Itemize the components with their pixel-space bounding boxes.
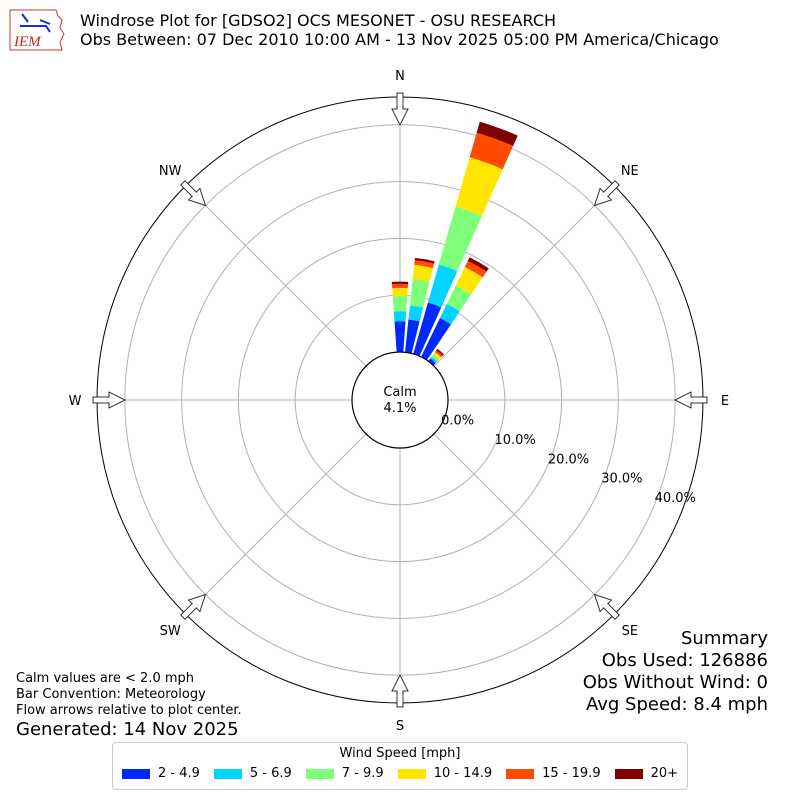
direction-label: N: [395, 69, 405, 84]
flow-arrow-icon: [92, 391, 127, 409]
wind-bar-segment: [392, 287, 408, 297]
wind-bar-segment: [428, 358, 436, 366]
wind-bar-segment: [434, 350, 443, 358]
chart-title: Windrose Plot for [GDSO2] OCS MESONET - …: [80, 11, 719, 49]
wind-bar-segment: [393, 311, 407, 322]
wind-bar-segment: [464, 260, 487, 278]
wind-bar-segment: [392, 296, 408, 312]
wind-bar-segment: [391, 283, 409, 289]
legend-label: 7 - 9.9: [341, 766, 384, 781]
grid-spoke: [433, 185, 615, 367]
wind-bar-segment: [412, 264, 433, 282]
radial-tick-label: 40.0%: [655, 491, 696, 506]
flow-arrow-icon: [391, 92, 409, 127]
direction-label: SW: [160, 624, 181, 639]
generated-date: Generated: 14 Nov 2025: [16, 719, 239, 740]
legend-label: 15 - 19.9: [542, 766, 601, 781]
legend-item: 2 - 4.9: [121, 766, 200, 781]
legend-swatch: [213, 768, 242, 779]
radial-tick-label: 30.0%: [601, 472, 642, 487]
summary-box: Summary Obs Used: 126886 Obs Without Win…: [583, 628, 768, 716]
direction-label: NW: [159, 164, 182, 179]
direction-label: W: [69, 394, 82, 409]
bar-convention-note: Bar Convention: Meteorology: [16, 687, 206, 702]
wind-bar-segment: [436, 348, 444, 356]
wind-bar-segment: [414, 257, 435, 264]
summary-title: Summary: [681, 628, 768, 649]
legend-label: 20+: [650, 766, 679, 781]
wind-bar-segment: [438, 206, 482, 272]
flow-arrow-icon: [180, 180, 207, 207]
legend-label: 2 - 4.9: [157, 766, 200, 781]
legend-item: 10 - 14.9: [397, 766, 493, 781]
calm-circle: [351, 351, 449, 449]
wind-bar-segment: [430, 356, 438, 364]
wind-bar-segment: [439, 303, 460, 325]
flow-arrows-note: Flow arrows relative to plot center.: [16, 703, 242, 718]
legend-item: 15 - 19.9: [506, 766, 601, 781]
wind-bar-segment: [413, 302, 442, 357]
direction-label: NE: [621, 164, 639, 179]
wind-bar-segment: [476, 121, 518, 146]
direction-label: S: [396, 719, 404, 734]
svg-text:IEM: IEM: [13, 34, 42, 50]
wind-bar-segment: [405, 319, 420, 354]
avg-speed: Avg Speed: 8.4 mph: [586, 694, 768, 715]
wind-bar-segment: [408, 305, 424, 322]
wind-bar-segment: [431, 354, 440, 362]
grid-spoke: [433, 433, 615, 615]
title-line-2: Obs Between: 07 Dec 2010 10:00 AM - 13 N…: [80, 30, 719, 49]
legend-swatch: [506, 768, 535, 779]
legend-item: 5 - 6.9: [213, 766, 292, 781]
wind-bar-segment: [433, 351, 442, 360]
legend-label: 10 - 14.9: [433, 766, 493, 781]
flow-arrow-icon: [593, 593, 620, 620]
legend-swatch: [397, 768, 426, 779]
calm-label: Calm: [383, 385, 416, 400]
plot-notes: Calm values are < 2.0 mph Bar Convention…: [16, 671, 242, 741]
wind-bar-segment: [414, 260, 435, 269]
legend-item: 7 - 9.9: [305, 766, 384, 781]
legend-swatch: [614, 768, 643, 779]
flow-arrow-icon: [593, 180, 620, 207]
direction-label: E: [721, 394, 729, 409]
wind-bar-segment: [455, 157, 503, 217]
obs-without-wind: Obs Without Wind: 0: [582, 672, 768, 693]
grid-spoke: [185, 185, 367, 367]
radial-tick-label: 0.0%: [441, 413, 474, 428]
flow-arrow-icon: [673, 391, 708, 409]
title-line-1: Windrose Plot for [GDSO2] OCS MESONET - …: [80, 11, 557, 30]
radial-tick-label: 20.0%: [548, 452, 589, 467]
calm-value: 4.1%: [383, 401, 416, 416]
wind-bar-segment: [394, 321, 406, 353]
flow-arrow-icon: [180, 593, 207, 620]
legend-title: Wind Speed [mph]: [339, 746, 461, 761]
wind-bar-segment: [469, 132, 514, 170]
wind-bar-segment: [409, 278, 430, 308]
legend-item: 20+: [614, 766, 679, 781]
radial-tick-label: 10.0%: [494, 433, 535, 448]
legend-swatch: [121, 768, 150, 779]
grid-spoke: [185, 433, 367, 615]
wind-bar-segment: [446, 285, 472, 312]
wind-bar-segment: [421, 318, 451, 361]
legend-label: 5 - 6.9: [249, 766, 292, 781]
obs-used: Obs Used: 126886: [601, 650, 768, 671]
iem-logo: IEM: [9, 9, 65, 51]
legend-swatch: [305, 768, 334, 779]
flow-arrow-icon: [391, 673, 409, 708]
wind-bar-segment: [391, 281, 409, 285]
legend: Wind Speed [mph] 2 - 4.9 5 - 6.9 7 - 9.9 10…: [112, 742, 688, 790]
calm-note: Calm values are < 2.0 mph: [16, 671, 195, 686]
wind-bar-segment: [427, 264, 458, 308]
wind-bar-segment: [455, 267, 483, 295]
wind-bar-segment: [467, 257, 489, 272]
direction-label: SE: [622, 624, 638, 639]
